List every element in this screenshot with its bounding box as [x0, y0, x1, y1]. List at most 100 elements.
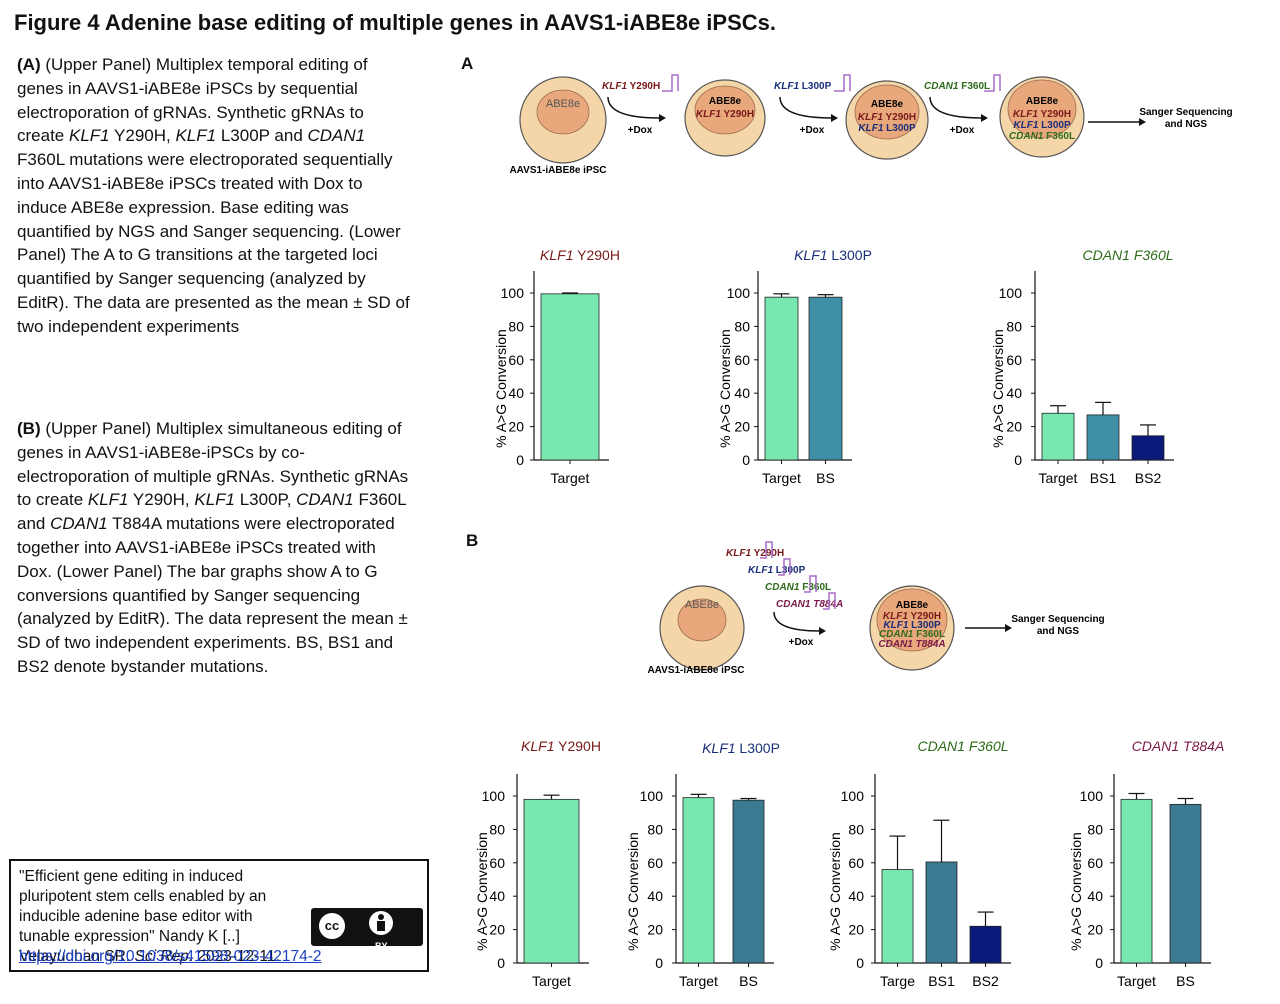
x-tick-label: BS2: [972, 973, 999, 989]
y-tick-label: 100: [841, 788, 865, 804]
guide-label-a2: KLF1 L300P: [774, 81, 832, 92]
cell-a4-gene2: KLF1 L300P: [1013, 120, 1071, 131]
ipsc-label-a: AAVS1-iABE8e iPSC: [509, 165, 606, 176]
bar-target: [764, 296, 799, 461]
cell-a2-label: ABE8e: [709, 96, 742, 107]
cell-b2-gene4: CDAN1 T884A: [878, 639, 945, 650]
cell-a4-label: ABE8e: [1026, 96, 1059, 107]
cc-by-icon: cc BY: [311, 908, 423, 951]
y-tick-label: 60: [848, 855, 864, 871]
y-tick-label: 40: [1087, 888, 1103, 904]
chart-a2: 0 20 40 60 80 100 % A>G Conversion Target BS: [717, 271, 852, 486]
y-tick-label: 80: [508, 318, 524, 334]
bar-bs1: [925, 861, 958, 964]
bar-bs1: [1086, 414, 1120, 461]
chart-b2: 0 20 40 60 80 100 % A>G Conversion Target BS: [625, 774, 774, 989]
cell-a3-label: ABE8e: [871, 99, 904, 110]
guide-icon-a3: [984, 74, 1001, 92]
cell-a4-nucleus: [1007, 79, 1077, 139]
dox-arrow-a1: [607, 96, 661, 119]
caption-b-label: (B): [17, 419, 41, 438]
cell-a2: [684, 79, 766, 157]
cell-b2-gene1: KLF1 Y290H: [883, 611, 941, 622]
y-axis-label: % A>G Conversion: [827, 832, 843, 951]
y-tick-label: 20: [848, 922, 864, 938]
dox-label-a1: +Dox: [628, 125, 653, 136]
x-tick-label: BS1: [928, 973, 955, 989]
y-tick-label: 80: [1006, 318, 1022, 334]
bar-bs: [732, 799, 765, 964]
sanger-label-b-line2: and NGS: [1037, 626, 1080, 637]
y-tick-label: 20: [734, 419, 750, 435]
x-tick-label: Target: [1117, 973, 1156, 989]
y-tick-label: 20: [1087, 922, 1103, 938]
cell-b1: [659, 585, 745, 671]
ipsc-label-b: AAVS1-iABE8e iPSC: [647, 665, 744, 676]
dox-arrow-b-head: [819, 627, 826, 635]
bar-target: [540, 293, 600, 461]
cell-b2-label: ABE8e: [896, 600, 929, 611]
x-tick-label: BS1: [1090, 470, 1117, 486]
x-tick-label: Target: [1039, 470, 1078, 486]
guide-label-a1: KLF1 Y290H: [602, 81, 660, 92]
chart-title-a3: CDAN1 F360L: [1082, 247, 1174, 263]
y-tick-label: 100: [482, 788, 506, 804]
guide-label-b4: CDAN1 T884A: [776, 599, 843, 610]
x-tick-label: Target: [551, 470, 590, 486]
y-tick-label: 40: [489, 888, 505, 904]
cell-b2: [869, 585, 955, 671]
cell-a3: [845, 80, 929, 160]
x-tick-label: BS2: [1135, 470, 1162, 486]
y-tick-label: 20: [1006, 419, 1022, 435]
panel-a-label: A: [461, 54, 474, 73]
y-tick-label: 0: [516, 452, 524, 468]
y-tick-label: 40: [734, 385, 750, 401]
y-tick-label: 0: [742, 452, 750, 468]
caption-a-label: (A): [17, 55, 41, 74]
dox-arrow-a1-head: [659, 114, 666, 122]
caption-a: (A) (Upper Panel) Multiplex temporal edi…: [17, 53, 412, 339]
chart-title-b2: KLF1 L300P: [702, 740, 780, 756]
chart-title-a2: KLF1 L300P: [794, 247, 872, 263]
dox-arrow-a3: [929, 96, 983, 119]
y-tick-label: 0: [655, 955, 663, 971]
by-label: BY: [375, 941, 388, 951]
y-tick-label: 100: [727, 285, 751, 301]
x-tick-label: Target: [532, 973, 571, 989]
y-tick-label: 60: [1087, 855, 1103, 871]
dox-label-b: +Dox: [789, 637, 814, 648]
y-tick-label: 80: [848, 821, 864, 837]
sanger-label-a-line1: Sanger Sequencing: [1139, 107, 1232, 118]
guide-icon-b1: [760, 541, 773, 559]
x-tick-label: Targe: [880, 973, 915, 989]
cell-a1: [519, 76, 607, 164]
dox-label-a2: +Dox: [800, 125, 825, 136]
dox-arrow-a3-head: [981, 114, 988, 122]
y-tick-label: 100: [1080, 788, 1104, 804]
cell-a4-gene1: KLF1 Y290H: [1013, 109, 1071, 120]
guide-icon-b3: [804, 575, 817, 593]
y-tick-label: 40: [1006, 385, 1022, 401]
bar-target: [1120, 798, 1153, 964]
cell-a2-gene1: KLF1 Y290H: [696, 109, 754, 120]
sanger-label-a-line2: and NGS: [1165, 119, 1208, 130]
y-tick-label: 100: [640, 788, 664, 804]
chart-b3: 0 20 40 60 80 100 % A>G Conversion Targe BS1 BS2: [827, 774, 1011, 989]
cell-b2-nucleus: [876, 588, 948, 652]
cell-a4-gene3: CDAN1 F360L: [1009, 131, 1075, 142]
bar-target: [682, 797, 715, 964]
x-tick-label: Target: [762, 470, 801, 486]
chart-a1: 0 20 40 60 80 100 % A>G Conversion Target: [493, 271, 609, 486]
cell-a3-gene2: KLF1 L300P: [858, 123, 916, 134]
y-axis-label: % A>G Conversion: [1068, 832, 1084, 951]
y-tick-label: 60: [734, 352, 750, 368]
y-tick-label: 40: [508, 385, 524, 401]
citation-text: "Efficient gene editing in induced pluri…: [19, 868, 280, 965]
guide-icon-a2: [834, 74, 851, 92]
y-tick-label: 40: [647, 888, 663, 904]
y-tick-label: 80: [647, 821, 663, 837]
cell-a1-nucleus: [536, 89, 590, 135]
caption-b: (B) (Upper Panel) Multiplex simultaneous…: [17, 417, 412, 679]
y-tick-label: 60: [508, 352, 524, 368]
citation-link[interactable]: https://doi.org/10.1038/s41598-023-42174…: [19, 948, 322, 965]
